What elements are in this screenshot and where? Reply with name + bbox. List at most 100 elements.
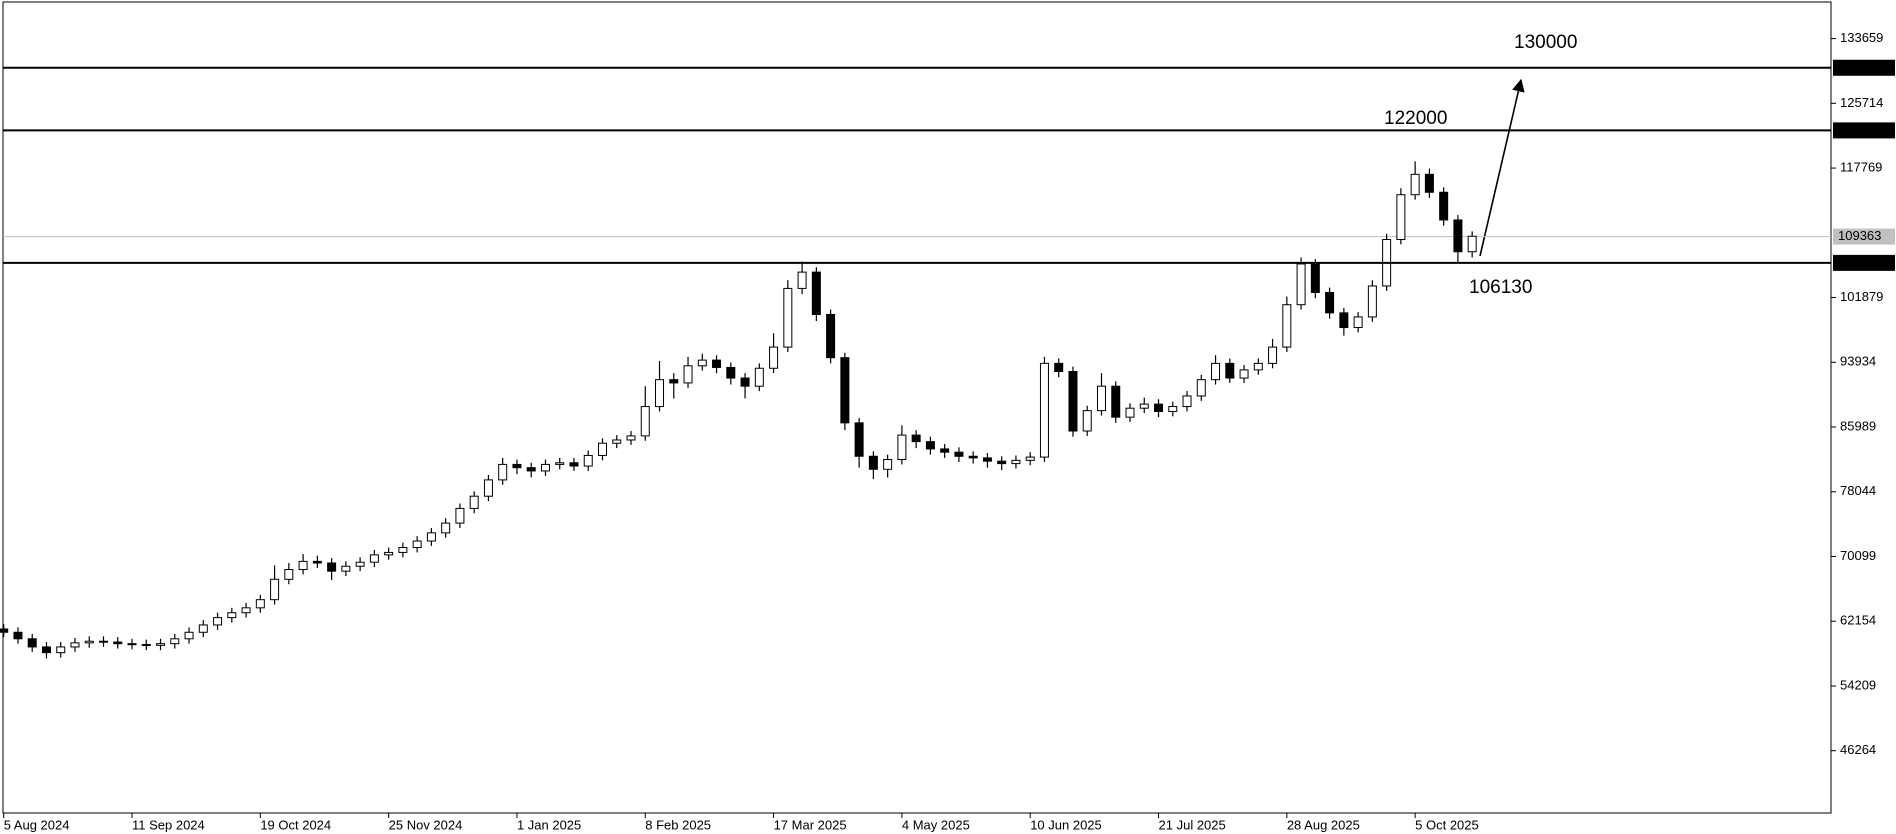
candle-body <box>526 467 536 472</box>
candle-body <box>41 646 51 654</box>
candle-body <box>198 624 208 633</box>
candle-body <box>555 462 565 465</box>
y-tick-label: 70099 <box>1840 548 1876 563</box>
candle-body <box>469 495 479 509</box>
level-label: 130078 <box>1838 59 1881 74</box>
candle-body <box>1367 285 1377 318</box>
candle-body <box>227 612 237 619</box>
candle-body <box>298 560 308 571</box>
candle-body <box>783 287 793 348</box>
candle-body <box>612 439 622 444</box>
price-label-box <box>1833 228 1895 245</box>
candle-body <box>669 379 679 384</box>
candle-body <box>384 551 394 556</box>
candle-body <box>213 617 223 626</box>
candle-body <box>1182 395 1192 408</box>
candle-body <box>1268 346 1278 364</box>
candle-body <box>726 366 736 379</box>
candle-body <box>70 642 80 648</box>
candle-body <box>655 379 665 408</box>
candle-body <box>1439 191 1449 221</box>
candle-body <box>1325 291 1335 314</box>
candle-body <box>540 463 550 472</box>
candle-body <box>1239 369 1249 379</box>
candle-body <box>1096 385 1106 412</box>
y-tick-label: 78044 <box>1840 483 1876 498</box>
candle-body <box>897 434 907 461</box>
candle-body <box>683 365 693 384</box>
candle-body <box>1339 312 1349 329</box>
candle-body <box>597 442 607 456</box>
candle-body <box>312 560 322 564</box>
candle-body <box>355 561 365 567</box>
candle-body <box>840 357 850 424</box>
y-tick-label: 117769 <box>1840 160 1882 175</box>
candle-body <box>1082 410 1092 432</box>
candle-body <box>1025 456 1035 461</box>
candle-body <box>56 646 66 654</box>
candle-body <box>13 631 23 640</box>
x-tick-label: 10 Jun 2025 <box>1030 817 1102 832</box>
candle-body <box>327 562 337 572</box>
annotation: 122000 <box>1384 108 1447 129</box>
y-tick-label: 46264 <box>1840 742 1876 757</box>
x-tick-label: 21 Jul 2025 <box>1159 817 1226 832</box>
x-tick-label: 4 May 2025 <box>902 817 970 832</box>
candle-body <box>1424 173 1434 193</box>
candle-body <box>811 271 821 315</box>
candle-body <box>255 599 265 609</box>
candle-body <box>184 631 194 640</box>
y-tick-label: 101879 <box>1840 289 1883 304</box>
candle-body <box>1068 371 1078 432</box>
x-tick-label: 8 Feb 2025 <box>645 817 711 832</box>
x-tick-label: 17 Mar 2025 <box>774 817 847 832</box>
candle-body <box>1453 219 1463 253</box>
candle-body <box>127 643 137 646</box>
x-tick-label: 5 Oct 2025 <box>1415 817 1479 832</box>
candle-body <box>583 454 593 467</box>
candle-body <box>426 532 436 542</box>
candle-body <box>925 441 935 450</box>
y-tick-label: 133659 <box>1840 30 1883 45</box>
y-tick-label: 62154 <box>1840 613 1876 628</box>
candle-body <box>968 455 978 459</box>
candle-body <box>398 547 408 553</box>
candle-body <box>997 460 1007 465</box>
candle-body <box>512 463 522 469</box>
candle-body <box>1168 406 1178 412</box>
annotation: 106130 <box>1469 277 1532 298</box>
candle-body <box>982 457 992 462</box>
candle-body <box>940 448 950 453</box>
candle-body <box>1196 379 1206 397</box>
candle-body <box>1282 304 1292 348</box>
candle-body <box>156 643 166 646</box>
y-tick-label: 93934 <box>1840 354 1876 369</box>
y-tick-label: 54209 <box>1840 677 1876 692</box>
candle-body <box>697 359 707 367</box>
candle-body <box>1396 194 1406 241</box>
x-tick-label: 25 Nov 2024 <box>389 817 463 832</box>
candle-body <box>1054 362 1064 373</box>
candle-body <box>1410 173 1420 196</box>
x-tick-label: 1 Jan 2025 <box>517 817 581 832</box>
candle-body <box>1139 403 1149 409</box>
level-label: 106135 <box>1838 254 1881 269</box>
candle-body <box>712 359 722 368</box>
candle-body <box>1296 263 1306 306</box>
candle-body <box>1253 362 1263 371</box>
candle-body <box>569 462 579 467</box>
candle-body <box>1111 385 1121 418</box>
candle-body <box>284 569 294 580</box>
candle-body <box>0 628 9 633</box>
candle-body <box>84 640 94 644</box>
x-tick-label: 5 Aug 2024 <box>4 817 70 832</box>
candle-body <box>1211 362 1221 381</box>
candle-body <box>341 565 351 572</box>
arrow <box>1479 78 1525 257</box>
candle-body <box>868 455 878 470</box>
candle-body <box>498 463 508 481</box>
annotation: 130000 <box>1514 32 1577 53</box>
candle-body <box>412 540 422 549</box>
level-label-box <box>1833 59 1895 76</box>
candle-body <box>241 607 251 614</box>
